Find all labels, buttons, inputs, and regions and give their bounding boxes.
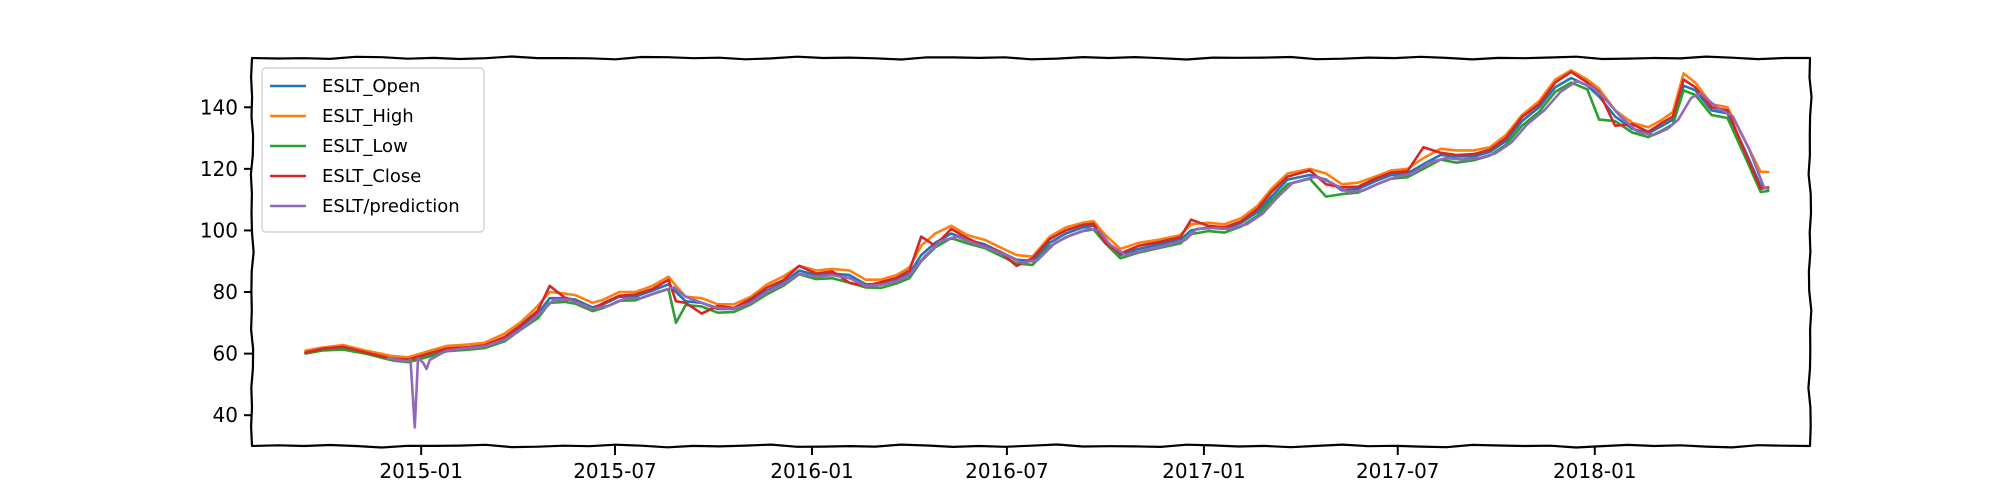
x-tick-label: 2018-01 bbox=[1553, 459, 1637, 483]
legend-box bbox=[261, 67, 485, 233]
x-tick-label: 2017-07 bbox=[1356, 459, 1440, 483]
x-tick-label: 2016-07 bbox=[965, 459, 1049, 483]
legend-entry: ESLT_High bbox=[322, 106, 414, 127]
series-line-eslt-open bbox=[304, 76, 1770, 362]
legend: ESLT_Open ESLT_High ESLT_Low ESLT_Close ESLT… bbox=[261, 67, 485, 233]
series-line-eslt-high bbox=[304, 69, 1770, 359]
y-tick-label: 120 bbox=[200, 157, 238, 181]
series-line-eslt-prediction bbox=[386, 79, 1770, 429]
y-tick-label: 100 bbox=[200, 218, 238, 242]
y-tick-label: 60 bbox=[213, 342, 238, 366]
legend-entry: ESLT_Close bbox=[322, 166, 421, 187]
series-line-eslt-close bbox=[304, 70, 1770, 361]
x-tick-label: 2016-01 bbox=[770, 459, 854, 483]
legend-entry: ESLT_Open bbox=[322, 76, 420, 97]
y-tick-label: 40 bbox=[213, 403, 238, 427]
series-lines bbox=[304, 69, 1770, 429]
y-tick-label: 80 bbox=[213, 280, 238, 304]
y-tick-label: 140 bbox=[200, 95, 238, 119]
legend-entry: ESLT_Low bbox=[322, 136, 408, 157]
axes-frame bbox=[249, 55, 1813, 449]
x-tick-label: 2015-01 bbox=[379, 459, 463, 483]
legend-entry: ESLT/prediction bbox=[322, 196, 460, 217]
x-tick-label: 2015-07 bbox=[573, 459, 657, 483]
axis-ticks: 40 60 80 100 120 140 2015-01 2015-07 2016-01 2016… bbox=[200, 95, 1637, 483]
x-tick-label: 2017-01 bbox=[1162, 459, 1246, 483]
